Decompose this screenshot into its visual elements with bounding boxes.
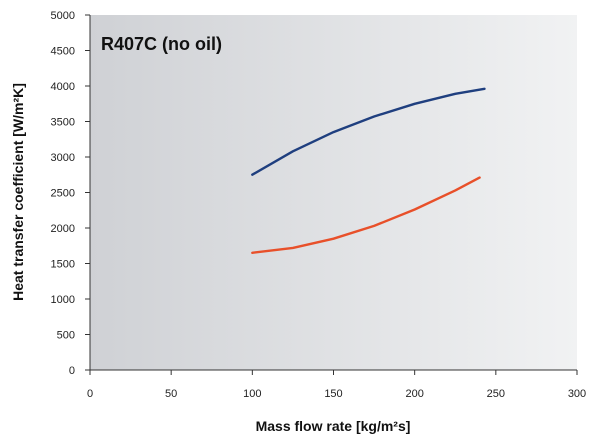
axes: 0500100015002000250030003500400045005000… [51,10,587,400]
x-tick-label: 300 [568,388,586,400]
y-tick-label: 2500 [51,188,75,200]
y-tick-label: 3500 [51,117,75,129]
x-tick-label: 150 [324,388,342,400]
y-tick-label: 0 [69,365,75,377]
y-tick-label: 4000 [51,81,75,93]
series-line-1 [251,87,486,176]
y-axis-title: Heat transfer coefficient [W/m²K] [10,83,26,301]
y-tick-label: 3000 [51,152,75,164]
y-tick-label: 1500 [51,259,75,271]
y-tick-label: 500 [57,330,75,342]
y-tick-label: 4500 [51,46,75,58]
x-tick-label: 50 [165,388,177,400]
series-layer [251,87,486,254]
x-tick-label: 250 [487,388,505,400]
x-tick-label: 100 [243,388,261,400]
y-tick-label: 5000 [51,10,75,22]
x-tick-label: 0 [87,388,93,400]
series-line-2 [251,176,481,254]
y-tick-label: 1000 [51,294,75,306]
plot-area [90,15,577,370]
x-axis-title: Mass flow rate [kg/m²s] [256,418,411,434]
x-tick-label: 200 [405,388,423,400]
chart-title: R407C (no oil) [101,34,222,54]
y-tick-label: 2000 [51,223,75,235]
